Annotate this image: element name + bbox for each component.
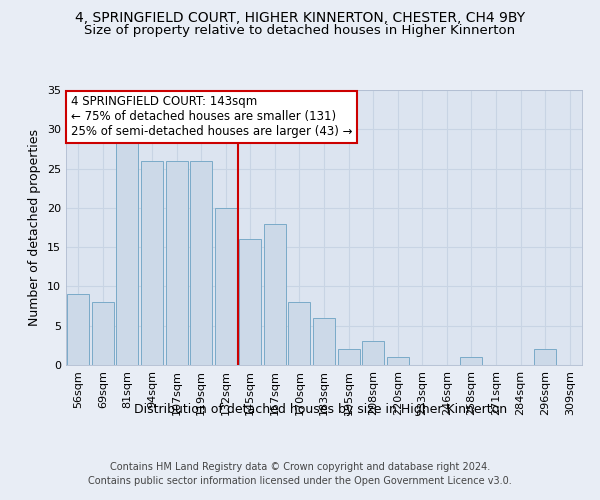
Text: 4, SPRINGFIELD COURT, HIGHER KINNERTON, CHESTER, CH4 9BY: 4, SPRINGFIELD COURT, HIGHER KINNERTON, …	[75, 11, 525, 25]
Text: Size of property relative to detached houses in Higher Kinnerton: Size of property relative to detached ho…	[85, 24, 515, 37]
Text: Contains HM Land Registry data © Crown copyright and database right 2024.: Contains HM Land Registry data © Crown c…	[110, 462, 490, 472]
Bar	[67, 294, 89, 365]
Y-axis label: Number of detached properties: Number of detached properties	[28, 129, 41, 326]
Bar	[534, 350, 556, 365]
Bar	[264, 224, 286, 365]
Bar	[313, 318, 335, 365]
Text: Contains public sector information licensed under the Open Government Licence v3: Contains public sector information licen…	[88, 476, 512, 486]
Bar	[460, 357, 482, 365]
Bar	[239, 240, 262, 365]
Bar	[92, 302, 114, 365]
Bar	[386, 357, 409, 365]
Bar	[116, 137, 139, 365]
Text: 4 SPRINGFIELD COURT: 143sqm
← 75% of detached houses are smaller (131)
25% of se: 4 SPRINGFIELD COURT: 143sqm ← 75% of det…	[71, 96, 353, 138]
Bar	[190, 160, 212, 365]
Bar	[362, 342, 384, 365]
Bar	[215, 208, 237, 365]
Bar	[141, 160, 163, 365]
Bar	[289, 302, 310, 365]
Text: Distribution of detached houses by size in Higher Kinnerton: Distribution of detached houses by size …	[134, 402, 508, 415]
Bar	[166, 160, 188, 365]
Bar	[338, 350, 359, 365]
